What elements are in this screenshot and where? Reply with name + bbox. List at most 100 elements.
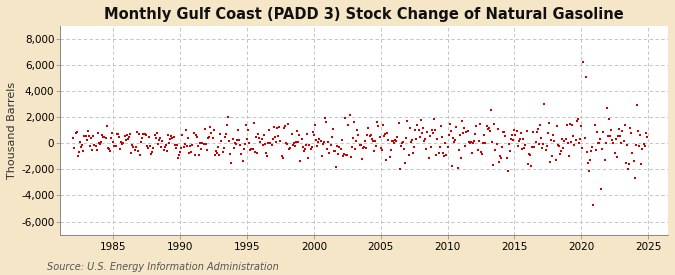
Point	[127, 142, 138, 147]
Point	[459, 126, 470, 130]
Point	[120, 138, 131, 142]
Point	[619, 123, 630, 127]
Point	[383, 138, 394, 142]
Point	[202, 147, 213, 152]
Point	[202, 135, 213, 140]
Point	[259, 142, 270, 147]
Point	[516, 131, 526, 136]
Point	[183, 136, 194, 140]
Point	[618, 139, 629, 143]
Point	[290, 144, 300, 148]
Point	[96, 140, 107, 145]
Point	[518, 137, 529, 141]
Point	[188, 131, 199, 135]
Point	[371, 144, 381, 148]
Point	[281, 142, 292, 146]
Point	[448, 136, 458, 140]
Point	[543, 121, 554, 126]
Point	[552, 143, 563, 147]
Point	[449, 140, 460, 145]
Point	[307, 129, 318, 134]
Point	[319, 116, 330, 120]
Point	[488, 163, 499, 167]
Point	[547, 154, 558, 158]
Point	[580, 75, 591, 79]
Point	[557, 137, 568, 142]
Point	[130, 145, 141, 149]
Point	[381, 158, 392, 163]
Point	[225, 152, 236, 156]
Point	[277, 156, 288, 161]
Point	[477, 152, 487, 156]
Point	[87, 147, 98, 152]
Point	[537, 146, 547, 150]
Point	[385, 148, 396, 152]
Title: Monthly Gulf Coast (PADD 3) Stock Change of Natural Gasoline: Monthly Gulf Coast (PADD 3) Stock Change…	[104, 7, 624, 22]
Point	[543, 131, 554, 136]
Point	[214, 152, 225, 157]
Point	[519, 146, 530, 150]
Point	[211, 151, 222, 155]
Point	[281, 141, 292, 146]
Point	[606, 128, 617, 132]
Point	[372, 120, 383, 124]
Point	[456, 119, 467, 123]
Point	[630, 142, 641, 147]
Point	[140, 133, 151, 137]
Point	[178, 145, 189, 149]
Point	[634, 144, 645, 148]
Point	[141, 144, 152, 148]
Point	[596, 187, 607, 191]
Point	[420, 137, 431, 141]
Point	[418, 126, 429, 131]
Point	[117, 142, 128, 146]
Point	[437, 135, 448, 140]
Point	[639, 144, 650, 148]
Point	[386, 138, 397, 143]
Point	[566, 139, 576, 144]
Point	[132, 148, 143, 153]
Point	[364, 134, 375, 139]
Point	[398, 140, 408, 144]
Point	[137, 136, 148, 140]
Point	[437, 151, 448, 155]
Point	[148, 146, 159, 151]
Point	[387, 139, 398, 143]
Point	[458, 131, 468, 136]
Point	[545, 138, 556, 142]
Point	[529, 144, 540, 149]
Point	[295, 158, 306, 163]
Point	[581, 150, 592, 154]
Point	[369, 149, 379, 153]
Point	[356, 157, 367, 161]
Point	[463, 140, 474, 144]
Point	[254, 136, 265, 140]
Point	[310, 123, 321, 127]
Point	[540, 148, 551, 152]
Point	[375, 146, 386, 150]
Point	[155, 136, 165, 140]
Point	[132, 130, 142, 134]
Point	[266, 142, 277, 147]
Point	[391, 138, 402, 143]
Point	[298, 149, 309, 153]
Point	[517, 147, 528, 152]
Point	[593, 141, 603, 145]
Point	[506, 137, 516, 142]
Point	[329, 148, 340, 153]
Point	[163, 133, 173, 137]
Point	[72, 154, 83, 158]
Point	[302, 132, 313, 136]
Point	[400, 161, 410, 165]
Point	[568, 134, 578, 139]
Point	[625, 125, 636, 130]
Point	[261, 151, 271, 156]
Point	[548, 133, 559, 138]
Point	[360, 139, 371, 143]
Point	[101, 123, 112, 128]
Point	[255, 139, 266, 144]
Point	[560, 137, 571, 141]
Point	[545, 160, 556, 165]
Point	[616, 141, 626, 145]
Point	[382, 131, 393, 135]
